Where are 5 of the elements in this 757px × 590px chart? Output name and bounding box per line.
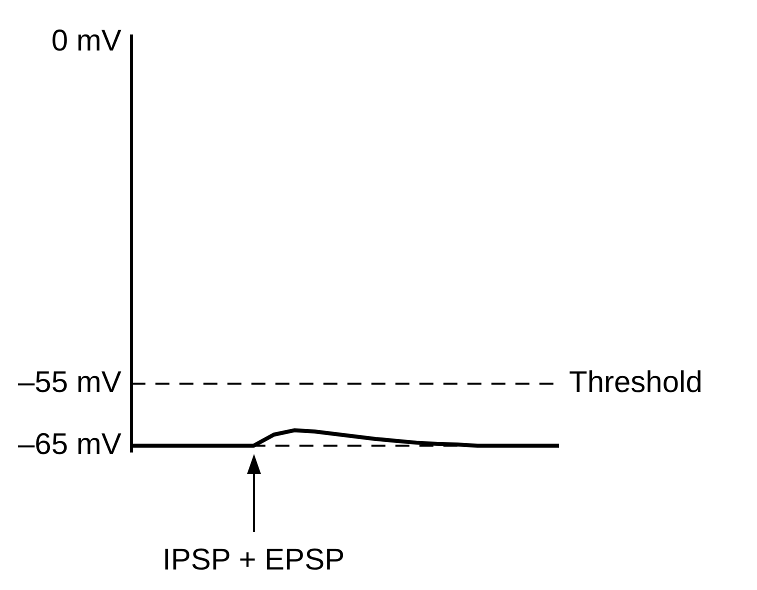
text: IPSP + EPSP xyxy=(162,543,345,576)
y-tick-label: 0 mV xyxy=(51,24,122,58)
ref-line-label: Threshold xyxy=(569,366,702,399)
y-tick-label: –65 mV xyxy=(18,428,122,462)
y-tick-label: –55 mV xyxy=(18,366,122,399)
